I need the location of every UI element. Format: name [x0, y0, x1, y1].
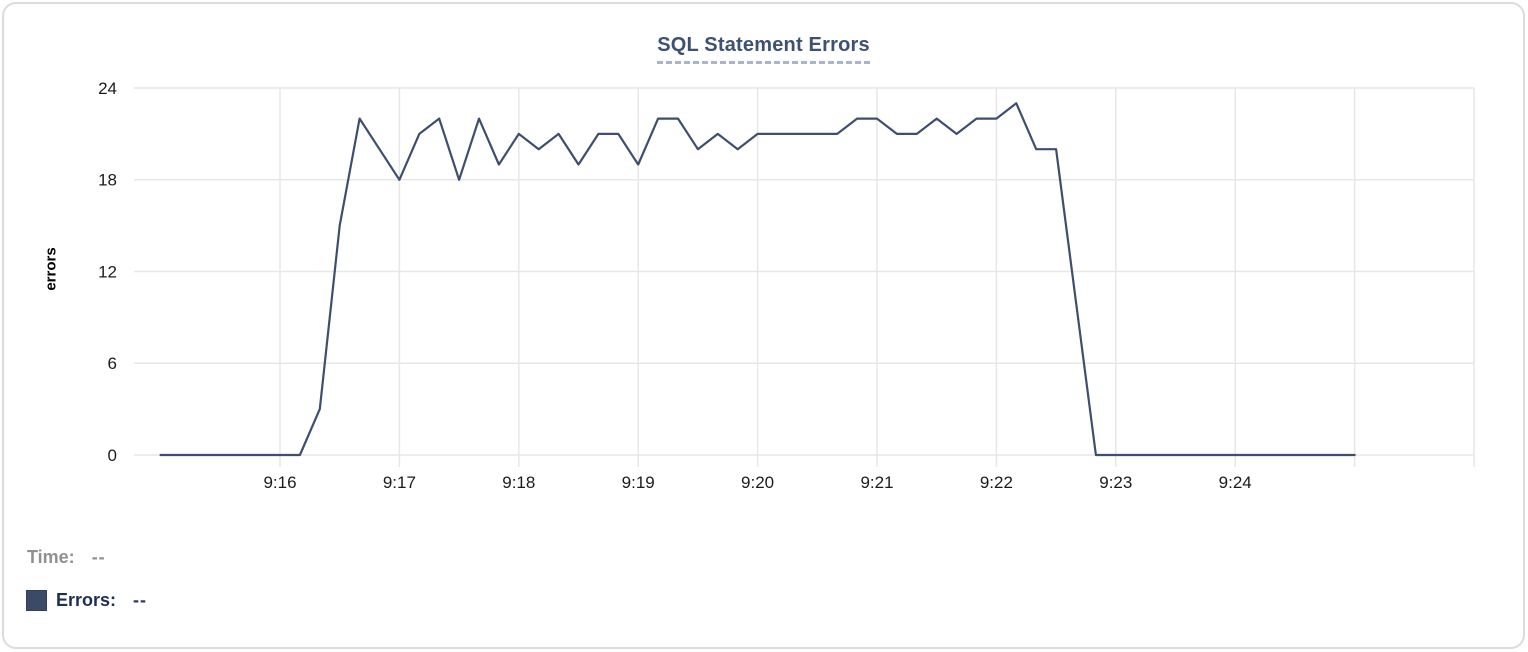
- errors-series-swatch-icon: [26, 590, 47, 611]
- y-tick-label: 0: [108, 446, 117, 465]
- y-tick-label: 12: [98, 262, 117, 281]
- chart-header: SQL Statement Errors: [4, 34, 1523, 64]
- line-chart-svg[interactable]: 0 6 12 18 24 9:16 9:17 9:18 9:19 9:20 9:21 9:22 9:23…: [4, 4, 1525, 524]
- x-tick-label: 9:16: [263, 473, 296, 492]
- chart-title[interactable]: SQL Statement Errors: [657, 34, 870, 64]
- y-tick-label: 6: [108, 354, 117, 373]
- legend-time-label: Time:: [27, 547, 75, 567]
- x-tick-label: 9:22: [980, 473, 1013, 492]
- y-axis-title: errors: [42, 247, 60, 291]
- y-tick-label: 24: [98, 79, 117, 98]
- errors-series-line: [159, 102, 1356, 457]
- legend-time-value: --: [91, 547, 106, 567]
- legend-errors-row: Errors: --: [26, 590, 147, 611]
- legend-errors-label: Errors:: [56, 590, 117, 610]
- x-tick-label: 9:19: [622, 473, 655, 492]
- x-tick-label: 9:24: [1219, 473, 1252, 492]
- y-tick-label: 18: [98, 171, 117, 190]
- legend-time-row: Time: --: [27, 547, 106, 568]
- x-tick-label: 9:23: [1099, 473, 1132, 492]
- legend-errors-value: --: [133, 590, 148, 610]
- x-tick-label: 9:18: [502, 473, 535, 492]
- x-tick-label: 9:17: [383, 473, 416, 492]
- x-tick-label: 9:21: [860, 473, 893, 492]
- x-tick-label: 9:20: [741, 473, 774, 492]
